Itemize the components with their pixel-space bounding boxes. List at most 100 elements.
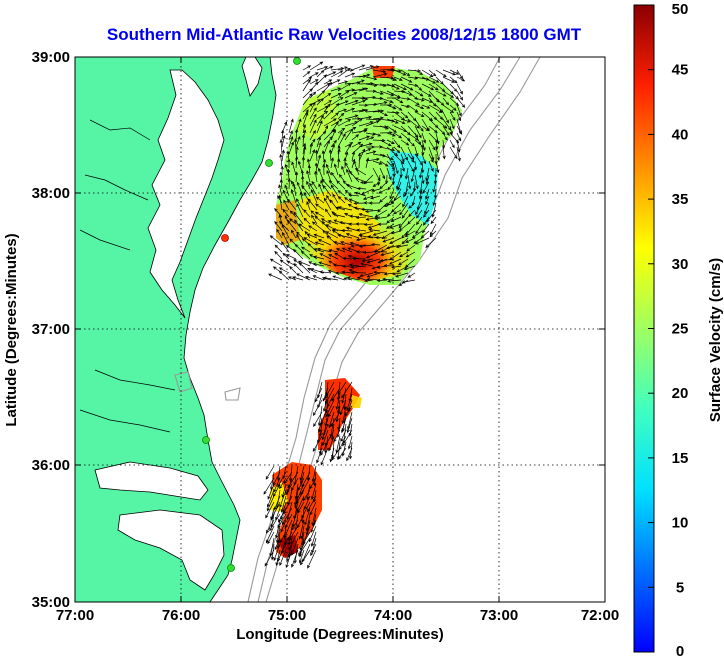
velocity-vector — [363, 222, 374, 227]
velocity-vector — [365, 136, 375, 141]
velocity-vector — [435, 146, 440, 162]
velocity-vector — [358, 244, 374, 248]
velocity-vector — [303, 495, 311, 510]
velocity-vector — [358, 87, 369, 92]
velocity-vector — [312, 275, 325, 281]
velocity-vector — [299, 191, 304, 204]
velocity-vector — [411, 230, 423, 239]
x-tick-label: 77:00 — [56, 607, 94, 624]
velocity-vector — [428, 69, 437, 77]
velocity-vector — [296, 203, 304, 218]
velocity-vector — [302, 65, 312, 71]
velocity-vector — [380, 251, 395, 257]
velocity-vector — [323, 125, 329, 134]
velocity-vector — [332, 193, 339, 204]
velocity-vector — [404, 167, 409, 180]
velocity-vector — [414, 90, 424, 97]
velocity-vector — [307, 198, 318, 211]
velocity-vector — [282, 252, 290, 260]
velocity-vector — [360, 207, 374, 212]
velocity-vector — [428, 97, 437, 107]
velocity-vector — [337, 158, 341, 169]
velocity-vector — [421, 139, 426, 152]
velocity-vector — [275, 519, 281, 539]
velocity-vector — [356, 228, 367, 232]
velocity-vector — [311, 221, 325, 232]
velocity-vector — [321, 221, 332, 232]
velocity-vector — [291, 549, 299, 568]
velocity-vector — [421, 153, 427, 165]
velocity-vector — [301, 471, 311, 488]
velocity-vector — [335, 248, 346, 253]
velocity-vector — [279, 171, 283, 183]
velocity-vector — [310, 543, 317, 557]
velocity-vector — [279, 477, 287, 490]
velocity-vector — [326, 393, 335, 408]
velocity-vector — [365, 157, 370, 169]
velocity-vector — [425, 188, 430, 200]
velocity-vector — [379, 181, 388, 190]
velocity-vector — [270, 501, 281, 521]
velocity-vector — [278, 184, 283, 197]
velocity-vector — [296, 198, 304, 211]
velocity-vector — [321, 423, 329, 441]
velocity-vector — [347, 193, 360, 197]
pamlico-sound — [117, 509, 225, 591]
velocity-vector — [310, 483, 317, 500]
velocity-vector — [309, 72, 319, 78]
velocity-vector — [349, 241, 360, 246]
velocity-vector — [344, 114, 359, 120]
velocity-vector — [430, 216, 437, 225]
velocity-vector — [328, 249, 339, 253]
velocity-vector — [284, 531, 293, 546]
x-tick-label: 76:00 — [162, 607, 200, 624]
velocity-vector — [299, 537, 311, 555]
velocity-vector — [325, 163, 332, 176]
velocity-vector — [414, 69, 423, 75]
velocity-vector — [267, 483, 275, 500]
velocity-vector — [449, 69, 460, 75]
velocity-vector — [386, 118, 399, 124]
velocity-vector — [414, 174, 419, 190]
velocity-vector — [386, 96, 402, 100]
velocity-vector — [292, 182, 297, 197]
velocity-vector — [441, 139, 446, 150]
velocity-vector — [281, 241, 290, 253]
velocity-vector — [266, 519, 275, 534]
velocity-vector — [386, 167, 392, 181]
velocity-vector — [337, 381, 347, 395]
velocity-vector — [341, 387, 347, 404]
velocity-vector — [331, 171, 339, 183]
velocity-vector — [285, 549, 293, 569]
velocity-vector — [400, 111, 409, 119]
velocity-vector — [421, 160, 425, 174]
velocity-vector — [428, 160, 434, 172]
velocity-vector — [268, 273, 283, 281]
radar-site-3 — [221, 234, 229, 242]
velocity-vector — [337, 206, 353, 211]
velocity-vector — [358, 65, 374, 71]
colorbar-tick-label: 35 — [672, 191, 689, 208]
colorbar-tick-label: 0 — [676, 643, 684, 659]
velocity-vector — [280, 519, 287, 533]
velocity-vector — [383, 264, 395, 268]
velocity-vector — [393, 104, 403, 111]
velocity-vector — [289, 210, 297, 218]
velocity-vector — [449, 118, 455, 130]
velocity-vector — [321, 178, 332, 190]
velocity-vector — [324, 208, 332, 218]
velocity-vector — [274, 537, 281, 551]
velocity-vector — [421, 146, 425, 156]
velocity-vector — [331, 387, 341, 402]
velocity-vector — [301, 246, 311, 253]
velocity-vector — [317, 405, 323, 427]
velocity-vector — [407, 118, 421, 129]
velocity-vector — [282, 231, 290, 246]
velocity-vector — [372, 69, 387, 74]
velocity-vector — [337, 112, 345, 120]
velocity-vector — [401, 209, 409, 219]
velocity-vector — [401, 279, 416, 284]
radar-site-1 — [293, 57, 301, 65]
velocity-vector — [449, 139, 455, 149]
velocity-vector — [358, 115, 373, 120]
